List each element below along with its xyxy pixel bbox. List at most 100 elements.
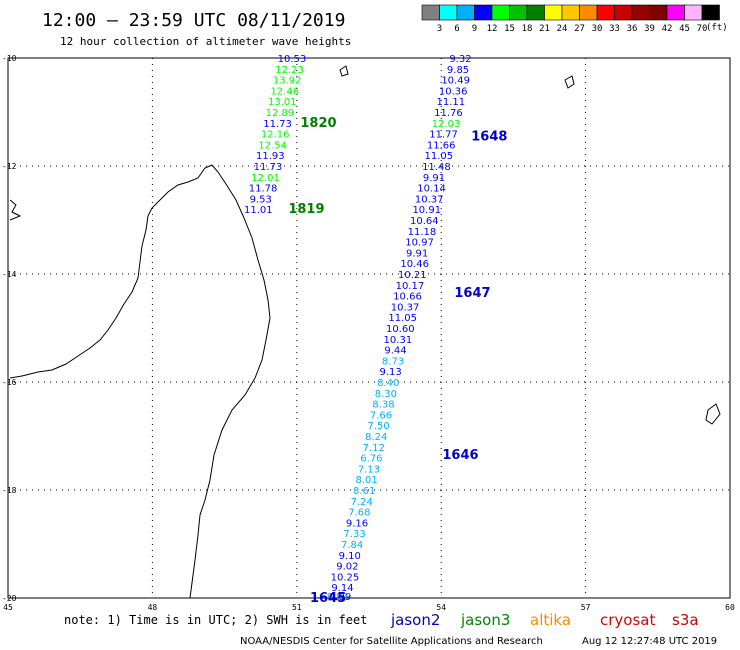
swh-value-jason2: 10.64 bbox=[410, 216, 439, 227]
satellite-jason2: jason2 bbox=[390, 611, 440, 629]
swh-value-jason2: 10.60 bbox=[386, 324, 415, 335]
legend-swatch bbox=[649, 4, 668, 21]
legend-label: 18 bbox=[522, 24, 533, 34]
swh-value-jason2: 7.68 bbox=[348, 508, 370, 519]
pass-time-label: 1645 bbox=[310, 591, 346, 606]
legend-label: 30 bbox=[592, 24, 603, 34]
swh-value-jason2: 10.36 bbox=[439, 86, 468, 97]
swh-value-jason2: 11.66 bbox=[427, 140, 456, 151]
timestamp: Aug 12 12:27:48 UTC 2019 bbox=[582, 636, 717, 647]
legend-swatch bbox=[666, 4, 685, 21]
swh-value-jason2: 10.46 bbox=[400, 259, 429, 270]
lon-label: 45 bbox=[3, 603, 13, 612]
credit: NOAA/NESDIS Center for Satellite Applica… bbox=[240, 636, 543, 647]
swh-value-jason3: 12.23 bbox=[275, 65, 304, 76]
swh-value-jason2: 10.49 bbox=[441, 76, 470, 87]
swh-value-jason2: 8.97 bbox=[327, 592, 349, 603]
swh-value-jason3: 12.16 bbox=[261, 130, 290, 141]
swh-value-jason3: 12.01 bbox=[251, 173, 280, 184]
legend-label: 3 bbox=[437, 24, 442, 34]
swh-value-jason2: 9.10 bbox=[339, 551, 361, 562]
legend-swatch bbox=[526, 4, 545, 21]
legend-swatch bbox=[579, 4, 598, 21]
swh-value-jason3: 11.78 bbox=[249, 184, 278, 195]
island-mayotte-area bbox=[564, 75, 575, 89]
subtitle: 12 hour collection of altimeter wave hei… bbox=[60, 35, 351, 48]
swh-value-jason3: 12.46 bbox=[270, 86, 299, 97]
swh-value-jason2: 10.91 bbox=[412, 205, 441, 216]
swh-value-jason2: 8.61 bbox=[353, 486, 375, 497]
swh-value-jason2: 7.12 bbox=[363, 443, 385, 454]
swh-value-jason2: 8.01 bbox=[355, 475, 377, 486]
swh-value-jason2: 10.25 bbox=[331, 572, 360, 583]
note: note: 1) Time is in UTC; 2) SWH is in fe… bbox=[64, 613, 367, 627]
lon-label: 54 bbox=[436, 603, 446, 612]
swh-value-jason2: 9.85 bbox=[447, 65, 469, 76]
swh-value-jason2: 9.91 bbox=[406, 248, 428, 259]
legend-label: 70 bbox=[697, 24, 708, 34]
swh-value-jason2: 7.33 bbox=[343, 529, 365, 540]
legend-swatch bbox=[701, 4, 720, 21]
satellite-legend: jason2 jason3 altika cryosat s3a bbox=[390, 611, 699, 629]
swh-value-jason2: 7.50 bbox=[367, 421, 389, 432]
swh-value-jason3: 10.53 bbox=[278, 54, 307, 65]
satellite-jason3: jason3 bbox=[460, 611, 510, 629]
legend-label: 39 bbox=[644, 24, 655, 34]
lat-label: -14 bbox=[2, 270, 17, 279]
map-frame bbox=[7, 57, 731, 599]
swh-value-jason2: 11.05 bbox=[388, 313, 417, 324]
swh-value-jason2: 10.21 bbox=[398, 270, 427, 281]
swh-value-jason2: 11.11 bbox=[437, 97, 466, 108]
swh-value-jason2: 7.13 bbox=[358, 464, 380, 475]
coastline-madagascar bbox=[9, 164, 271, 599]
swh-value-jason2: 10.37 bbox=[391, 302, 420, 313]
lat-label: -10 bbox=[2, 54, 17, 63]
legend-swatch bbox=[509, 4, 528, 21]
pass-time-label: 1648 bbox=[471, 129, 507, 144]
swh-value-jason2: 10.14 bbox=[417, 184, 446, 195]
altimeter-track-values: 10.5312.2313.9212.4613.0112.8911.7312.16… bbox=[244, 54, 472, 603]
coastline-detail bbox=[9, 199, 22, 221]
swh-value-jason2: 11.48 bbox=[422, 162, 451, 173]
legend-label: 12 bbox=[487, 24, 498, 34]
lon-label: 60 bbox=[725, 603, 735, 612]
legend-label: 24 bbox=[557, 24, 568, 34]
swh-value-jason2: 9.44 bbox=[384, 346, 406, 357]
swh-value-jason2: 10.17 bbox=[396, 281, 425, 292]
swh-value-jason3: 13.92 bbox=[273, 76, 302, 87]
pass-time-labels: 1820 1819 1648 1647 1646 1645 bbox=[288, 116, 507, 606]
swh-value-jason2: 8.73 bbox=[382, 356, 404, 367]
island-small bbox=[339, 65, 349, 77]
satellite-cryosat: cryosat bbox=[600, 611, 655, 629]
swh-value-jason3: 11.93 bbox=[256, 151, 285, 162]
satellite-s3a: s3a bbox=[672, 611, 699, 629]
legend-label: 42 bbox=[662, 24, 673, 34]
satellite-altika: altika bbox=[530, 611, 571, 629]
swh-value-jason2: 8.30 bbox=[375, 389, 397, 400]
lat-label: -20 bbox=[2, 594, 17, 603]
legend-label: 33 bbox=[609, 24, 620, 34]
legend-swatch bbox=[561, 4, 580, 21]
swh-value-jason2: 8.24 bbox=[365, 432, 387, 443]
title: 12:00 – 23:59 UTC 08/11/2019 bbox=[42, 10, 345, 31]
swh-value-jason2: 12.03 bbox=[432, 119, 461, 130]
lat-label: -18 bbox=[2, 486, 17, 495]
legend-swatch bbox=[491, 4, 510, 21]
swh-value-jason2: 9.16 bbox=[346, 518, 368, 529]
legend-swatch bbox=[614, 4, 633, 21]
legend-swatch bbox=[421, 4, 440, 21]
swh-value-jason3: 11.01 bbox=[244, 205, 273, 216]
pass-time-label: 1647 bbox=[454, 286, 490, 301]
swh-value-jason3: 13.01 bbox=[268, 97, 297, 108]
swh-value-jason2: 10.31 bbox=[384, 335, 413, 346]
pass-time-label: 1819 bbox=[288, 202, 324, 217]
swh-value-jason2: 7.66 bbox=[370, 410, 392, 421]
legend-label: 15 bbox=[504, 24, 515, 34]
pass-time-label: 1646 bbox=[442, 448, 478, 463]
swh-value-jason2: 7.84 bbox=[341, 540, 363, 551]
color-legend-labels: 3 6 9 12 15 18 21 24 27 30 33 36 39 42 45 70 bbox=[437, 24, 708, 34]
legend-swatch bbox=[456, 4, 475, 21]
legend-swatch bbox=[684, 4, 703, 21]
legend-swatch bbox=[474, 4, 493, 21]
